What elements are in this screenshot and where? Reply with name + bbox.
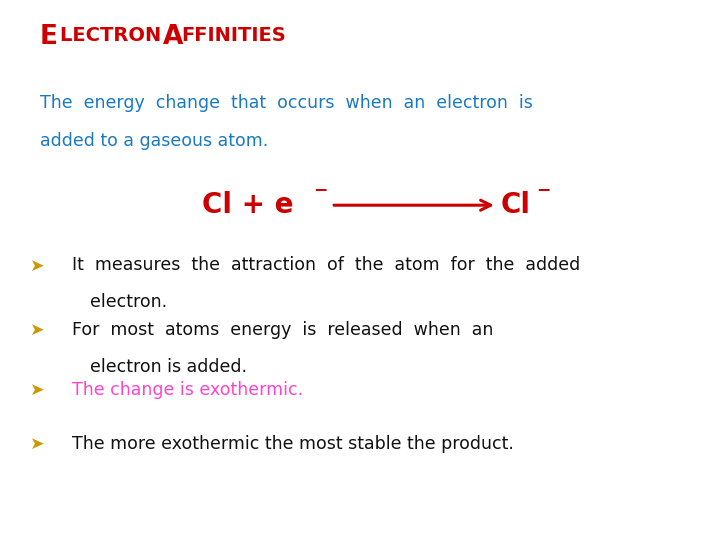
Text: E: E	[40, 24, 58, 50]
Text: It  measures  the  attraction  of  the  atom  for  the  added: It measures the attraction of the atom f…	[72, 256, 580, 274]
Text: FFINITIES: FFINITIES	[181, 26, 286, 45]
Text: added to a gaseous atom.: added to a gaseous atom.	[40, 132, 268, 150]
Text: The change is exothermic.: The change is exothermic.	[72, 381, 303, 399]
Text: electron.: electron.	[90, 293, 167, 311]
Text: For  most  atoms  energy  is  released  when  an: For most atoms energy is released when a…	[72, 321, 493, 339]
Text: ➤: ➤	[29, 381, 43, 399]
Text: Cl: Cl	[500, 191, 531, 219]
Text: −: −	[313, 180, 328, 198]
Text: Cl + e: Cl + e	[202, 191, 293, 219]
Text: −: −	[536, 180, 551, 198]
Text: LECTRON: LECTRON	[60, 26, 168, 45]
Text: ➤: ➤	[29, 321, 43, 339]
Text: The  energy  change  that  occurs  when  an  electron  is: The energy change that occurs when an el…	[40, 94, 533, 112]
Text: A: A	[163, 24, 183, 50]
Text: The more exothermic the most stable the product.: The more exothermic the most stable the …	[72, 435, 514, 453]
Text: ➤: ➤	[29, 256, 43, 274]
Text: ➤: ➤	[29, 435, 43, 453]
Text: electron is added.: electron is added.	[90, 358, 247, 376]
